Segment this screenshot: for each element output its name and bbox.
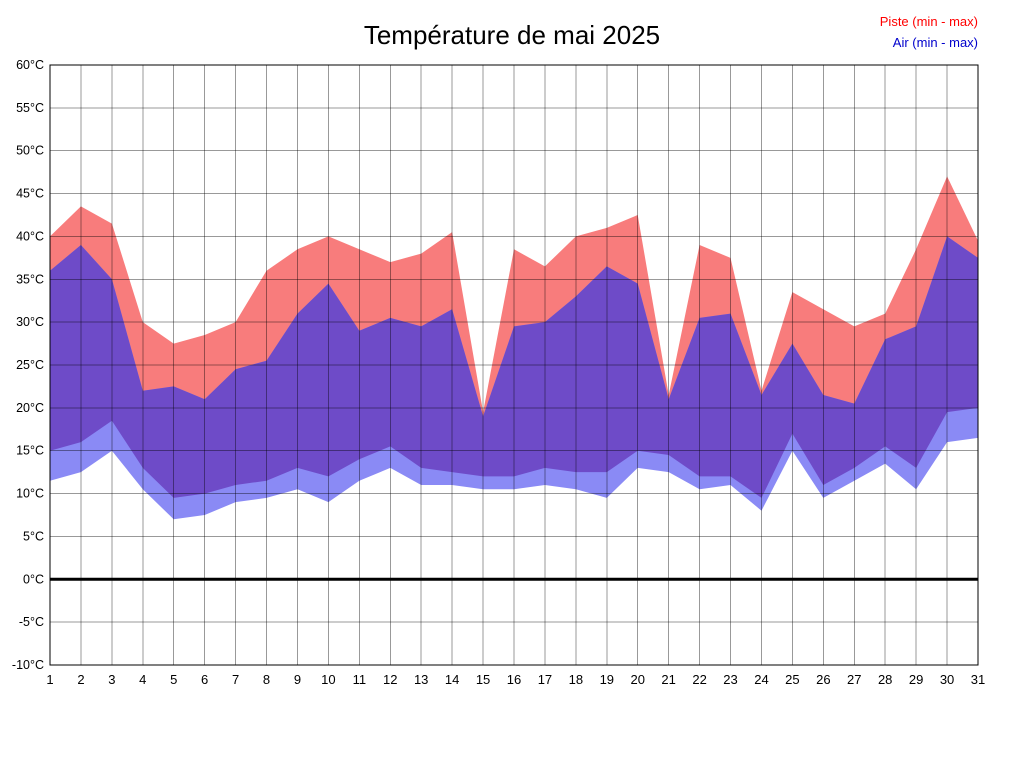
svg-text:16: 16 (507, 672, 521, 687)
svg-text:15°C: 15°C (16, 444, 44, 458)
svg-text:1: 1 (46, 672, 53, 687)
svg-text:29: 29 (909, 672, 923, 687)
svg-text:26: 26 (816, 672, 830, 687)
svg-text:10: 10 (321, 672, 335, 687)
svg-text:12: 12 (383, 672, 397, 687)
svg-text:15: 15 (476, 672, 490, 687)
svg-text:30: 30 (940, 672, 954, 687)
svg-text:19: 19 (600, 672, 614, 687)
svg-text:27: 27 (847, 672, 861, 687)
svg-text:60°C: 60°C (16, 58, 44, 72)
svg-text:9: 9 (294, 672, 301, 687)
chart-title: Température de mai 2025 (363, 20, 661, 50)
svg-text:4: 4 (139, 672, 146, 687)
chart-legend: Piste (min - max) Air (min - max) (880, 11, 978, 53)
svg-text:8: 8 (263, 672, 270, 687)
svg-text:55°C: 55°C (16, 101, 44, 115)
svg-text:0°C: 0°C (23, 572, 44, 586)
svg-text:6: 6 (201, 672, 208, 687)
svg-text:18: 18 (569, 672, 583, 687)
svg-text:3: 3 (108, 672, 115, 687)
svg-text:28: 28 (878, 672, 892, 687)
svg-text:23: 23 (723, 672, 737, 687)
svg-text:11: 11 (353, 672, 367, 687)
svg-text:7: 7 (232, 672, 239, 687)
svg-text:50°C: 50°C (16, 144, 44, 158)
svg-text:25°C: 25°C (16, 358, 44, 372)
svg-text:30°C: 30°C (16, 315, 44, 329)
svg-text:14: 14 (445, 672, 459, 687)
svg-text:21: 21 (661, 672, 675, 687)
legend-piste-label: Piste (min - max) (879, 14, 978, 29)
svg-text:17: 17 (538, 672, 552, 687)
svg-text:-10°C: -10°C (12, 658, 44, 672)
svg-text:20: 20 (630, 672, 644, 687)
svg-text:5: 5 (170, 672, 177, 687)
svg-text:40°C: 40°C (16, 229, 44, 243)
legend-air-label: Air (min - max) (892, 35, 978, 50)
svg-text:25: 25 (785, 672, 799, 687)
svg-text:2: 2 (77, 672, 84, 687)
svg-text:22: 22 (692, 672, 706, 687)
svg-text:35°C: 35°C (16, 272, 44, 286)
svg-text:5°C: 5°C (23, 529, 44, 543)
svg-text:13: 13 (414, 672, 428, 687)
svg-text:24: 24 (754, 672, 768, 687)
svg-text:31: 31 (971, 672, 985, 687)
svg-text:10°C: 10°C (16, 487, 44, 501)
svg-text:45°C: 45°C (16, 187, 44, 201)
svg-text:20°C: 20°C (16, 401, 44, 415)
svg-text:-5°C: -5°C (19, 615, 44, 629)
